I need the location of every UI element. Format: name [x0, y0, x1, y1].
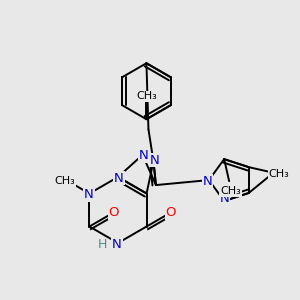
Text: CH₃: CH₃	[55, 176, 76, 187]
Text: N: N	[83, 188, 93, 201]
Text: N: N	[114, 172, 124, 184]
Text: N: N	[219, 193, 229, 206]
Text: N: N	[139, 149, 148, 162]
Text: N: N	[85, 187, 94, 200]
Text: CH₃: CH₃	[268, 170, 289, 180]
Text: O: O	[166, 206, 176, 219]
Text: CH₃: CH₃	[268, 169, 289, 179]
Text: CH₃: CH₃	[136, 91, 157, 101]
Text: CH₃: CH₃	[221, 186, 242, 196]
Text: N: N	[203, 175, 213, 188]
Text: N: N	[112, 238, 122, 250]
Text: N: N	[150, 154, 159, 167]
Text: H: H	[97, 238, 107, 251]
Text: N: N	[112, 236, 122, 250]
Text: O: O	[108, 206, 119, 219]
